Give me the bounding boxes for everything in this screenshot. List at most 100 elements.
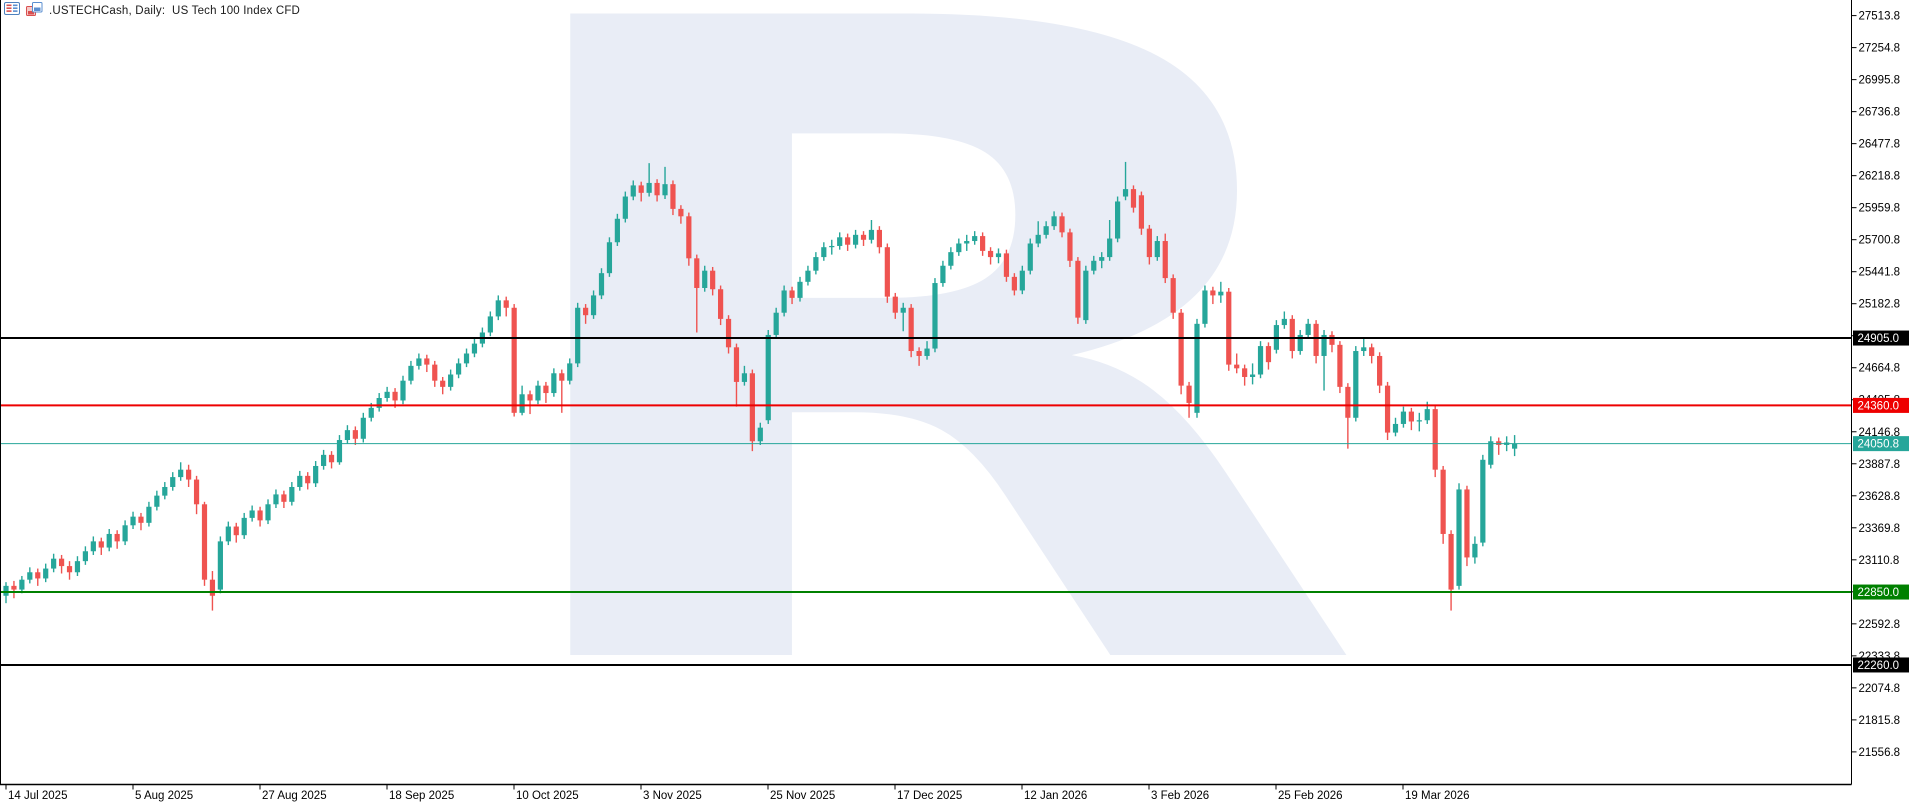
candle [765, 330, 771, 424]
candle [98, 537, 104, 555]
candle [575, 302, 581, 368]
candle [1384, 381, 1391, 441]
price-tick-label: 25182.8 [1859, 299, 1901, 311]
candle [1234, 353, 1240, 374]
candle [1377, 352, 1383, 394]
candle [1281, 311, 1287, 329]
price-badges: 24905.0 24360.0 24050.8 22850.0 22260.0 [1853, 330, 1909, 673]
candle [519, 385, 525, 416]
candle [1456, 483, 1462, 590]
candle [1210, 286, 1216, 305]
candle [328, 451, 335, 469]
candle [74, 556, 81, 576]
candle [495, 295, 501, 321]
symbol-title: .USTECHCash, Daily: US Tech 100 Index CF… [49, 5, 301, 17]
candle [1297, 330, 1303, 355]
candle [455, 358, 462, 379]
candle [1162, 233, 1168, 284]
candle [130, 511, 136, 530]
candle [987, 247, 994, 265]
candle [1416, 412, 1422, 432]
price-badge-resistance-red: 24360.0 [1853, 397, 1909, 413]
candle [1512, 435, 1518, 457]
candle [686, 212, 692, 266]
price-badge-label: 22260.0 [1858, 660, 1900, 672]
candle [1107, 220, 1113, 261]
candle [638, 181, 644, 202]
candle [789, 286, 795, 305]
candle [583, 304, 589, 324]
price-tick-label: 21815.8 [1859, 715, 1901, 727]
candle [376, 393, 382, 412]
candle [813, 252, 819, 275]
candle [1257, 341, 1264, 379]
candle [670, 180, 676, 216]
price-badge-label: 24360.0 [1858, 400, 1900, 412]
candle [1146, 224, 1152, 265]
candle [416, 353, 422, 370]
chart-windows-icon[interactable] [26, 1, 43, 21]
price-badge-label: 24050.8 [1858, 439, 1900, 451]
price-tick-label: 25959.8 [1859, 203, 1901, 215]
candle [900, 302, 906, 332]
candle [590, 290, 597, 319]
candle [1186, 381, 1192, 418]
candle [138, 512, 144, 531]
candle [321, 449, 327, 470]
candle [614, 213, 620, 246]
candle [884, 243, 890, 303]
candle [217, 536, 223, 594]
price-tick-label: 27513.8 [1859, 11, 1901, 23]
candle [400, 375, 406, 405]
candle [972, 231, 978, 245]
price-tick-label: 26736.8 [1859, 107, 1901, 119]
candle [114, 530, 120, 549]
candle [289, 482, 295, 506]
candle [1329, 331, 1335, 353]
candle [360, 412, 366, 443]
candle [773, 307, 779, 339]
candle [543, 381, 549, 403]
candle [567, 358, 573, 385]
candle [170, 472, 176, 491]
candle [487, 311, 493, 337]
candle [209, 571, 216, 611]
candle [225, 521, 231, 546]
price-badge-current-price: 24050.8 [1853, 436, 1909, 452]
candle [1027, 238, 1033, 275]
candle [710, 266, 716, 296]
time-tick-label: 14 Jul 2025 [8, 790, 67, 802]
price-tick-label: 21556.8 [1859, 747, 1901, 759]
candle [1273, 320, 1279, 354]
candle [511, 304, 517, 417]
time-axis[interactable]: 14 Jul 2025 5 Aug 2025 27 Aug 2025 18 Sep 2… [5, 784, 1470, 803]
candle [892, 292, 898, 319]
candle [924, 341, 930, 360]
candle [1130, 185, 1137, 213]
time-tick-label: 18 Sep 2025 [389, 790, 454, 802]
candle [1321, 330, 1327, 391]
candle [1400, 406, 1407, 428]
candle [424, 354, 430, 373]
candle [868, 220, 875, 244]
price-axis[interactable]: 27513.8 27254.8 26995.8 26736.8 26477.8 26218… [1851, 11, 1901, 759]
chart-title-bar: .USTECHCash, Daily: US Tech 100 Index CF… [4, 1, 301, 21]
price-badge-support-lower: 22260.0 [1853, 657, 1909, 673]
candle [646, 163, 652, 197]
candle [1075, 257, 1081, 324]
quotes-table-icon[interactable] [4, 2, 20, 20]
price-tick-label: 26218.8 [1859, 171, 1901, 183]
candle [1091, 255, 1097, 275]
candle [1480, 454, 1486, 547]
candle [162, 482, 168, 500]
candle [1353, 346, 1359, 422]
candle [837, 232, 843, 250]
candle [725, 315, 732, 354]
candle [1043, 221, 1049, 239]
candle [305, 472, 311, 490]
candle [201, 501, 208, 586]
candle [432, 360, 438, 387]
candle [1408, 407, 1414, 431]
candle [1249, 363, 1256, 385]
